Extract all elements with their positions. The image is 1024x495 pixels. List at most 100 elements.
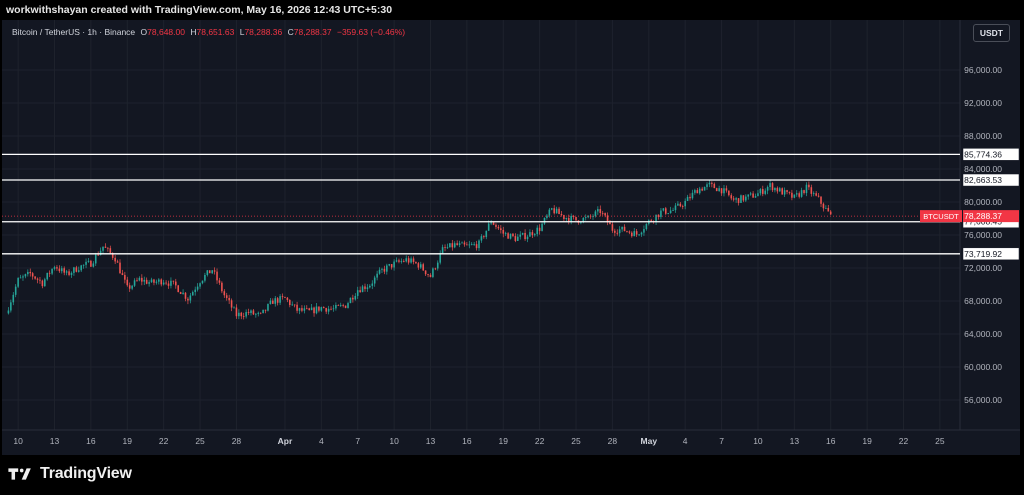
y-tick-label: 60,000.00 [964,362,1002,372]
candle-body [444,247,446,248]
candle-body [412,258,415,262]
candle-body [196,286,199,290]
candle-body [504,233,507,235]
candle-body [150,279,153,283]
candle-body [296,304,298,311]
candle-body [572,215,575,217]
candle-body [512,233,514,237]
candle-body [507,233,509,239]
candle-body [364,286,366,289]
candle-body [77,270,80,272]
candle-body [230,300,233,308]
candle-body [728,190,730,196]
candle-body [422,264,425,271]
candle-body [189,295,192,301]
candle-body [378,269,381,274]
candle-body [529,232,531,237]
legend-high-key: H [190,27,197,37]
candle-body [138,277,141,281]
candle-body [315,306,318,314]
candle-body [381,268,383,270]
candle-body [803,190,805,194]
candle-body [461,242,463,244]
candle-body [124,275,126,280]
candle-body [104,246,107,248]
candle-body [441,247,444,254]
candle-body [371,283,374,286]
last-price-tag [963,210,1019,223]
candle-body [373,277,376,284]
candle-body [754,196,757,198]
candle-body [400,261,403,262]
candle-body [48,272,51,274]
candle-body [514,236,517,241]
symbol-tag-label: BTCUSDT [923,212,959,221]
candle-body [618,229,621,234]
candle-body [487,223,490,231]
candle-body [415,261,417,264]
legend-close-key: C [287,27,294,37]
candle-body [172,280,175,282]
candle-body [310,307,313,311]
candle-body [194,289,196,293]
candle-body [502,229,505,234]
candle-body [87,260,90,262]
candle-body [776,187,779,192]
candle-body [594,211,597,217]
candle-body [301,308,303,311]
candle-body [286,297,289,300]
candle-body [655,214,657,222]
candle-body [453,243,456,248]
candle-body [635,231,638,235]
y-tick-label: 84,000.00 [964,164,1002,174]
candle-body [800,190,803,197]
legend-open: 78,648.00 [147,27,185,37]
candle-body [669,210,672,214]
candle-body [126,279,129,286]
candle-body [405,258,408,262]
candle-body [567,217,570,222]
candle-body [238,312,240,317]
candle-body [558,208,560,215]
candle-body [133,280,136,286]
candle-body [553,208,555,214]
candle-body [681,206,684,207]
candle-body [509,233,512,239]
candle-body [548,209,551,216]
candle-body [14,286,17,295]
candle-body [546,215,548,218]
candle-body [191,292,194,296]
candle-body [694,190,696,193]
candle-body [550,208,553,210]
candle-body [419,264,422,268]
candle-body [109,248,112,253]
x-tick-label: 19 [862,436,872,446]
candlestick-chart[interactable]: 96,000.00 92,000.00 88,000.00 84,000.00 80,0… [2,20,1020,455]
chart-panel[interactable]: 96,000.00 92,000.00 88,000.00 84,000.00 80,0… [2,20,1020,455]
candle-body [749,193,752,195]
x-tick-label: 22 [535,436,545,446]
candle-body [281,296,284,297]
candle-body [725,188,728,191]
currency-button[interactable]: USDT [972,24,1010,42]
candle-body [383,268,386,272]
candle-body [752,193,754,198]
candle-body [289,299,291,305]
candle-body [480,236,483,241]
candle-body [774,187,776,191]
y-tick-label: 68,000.00 [964,296,1002,306]
candle-body [517,236,519,241]
candle-body [170,280,172,286]
candle-body [740,195,742,203]
candle-body [781,188,784,195]
x-tick-label: 22 [899,436,909,446]
x-tick-label: 10 [13,436,23,446]
candle-body [713,183,716,189]
candle-body [526,236,529,240]
y-tick-label: 88,000.00 [964,131,1002,141]
candle-body [533,234,536,236]
candle-body [434,268,437,270]
candle-body [604,213,606,216]
candle-body [65,271,68,273]
candle-body [80,265,82,271]
